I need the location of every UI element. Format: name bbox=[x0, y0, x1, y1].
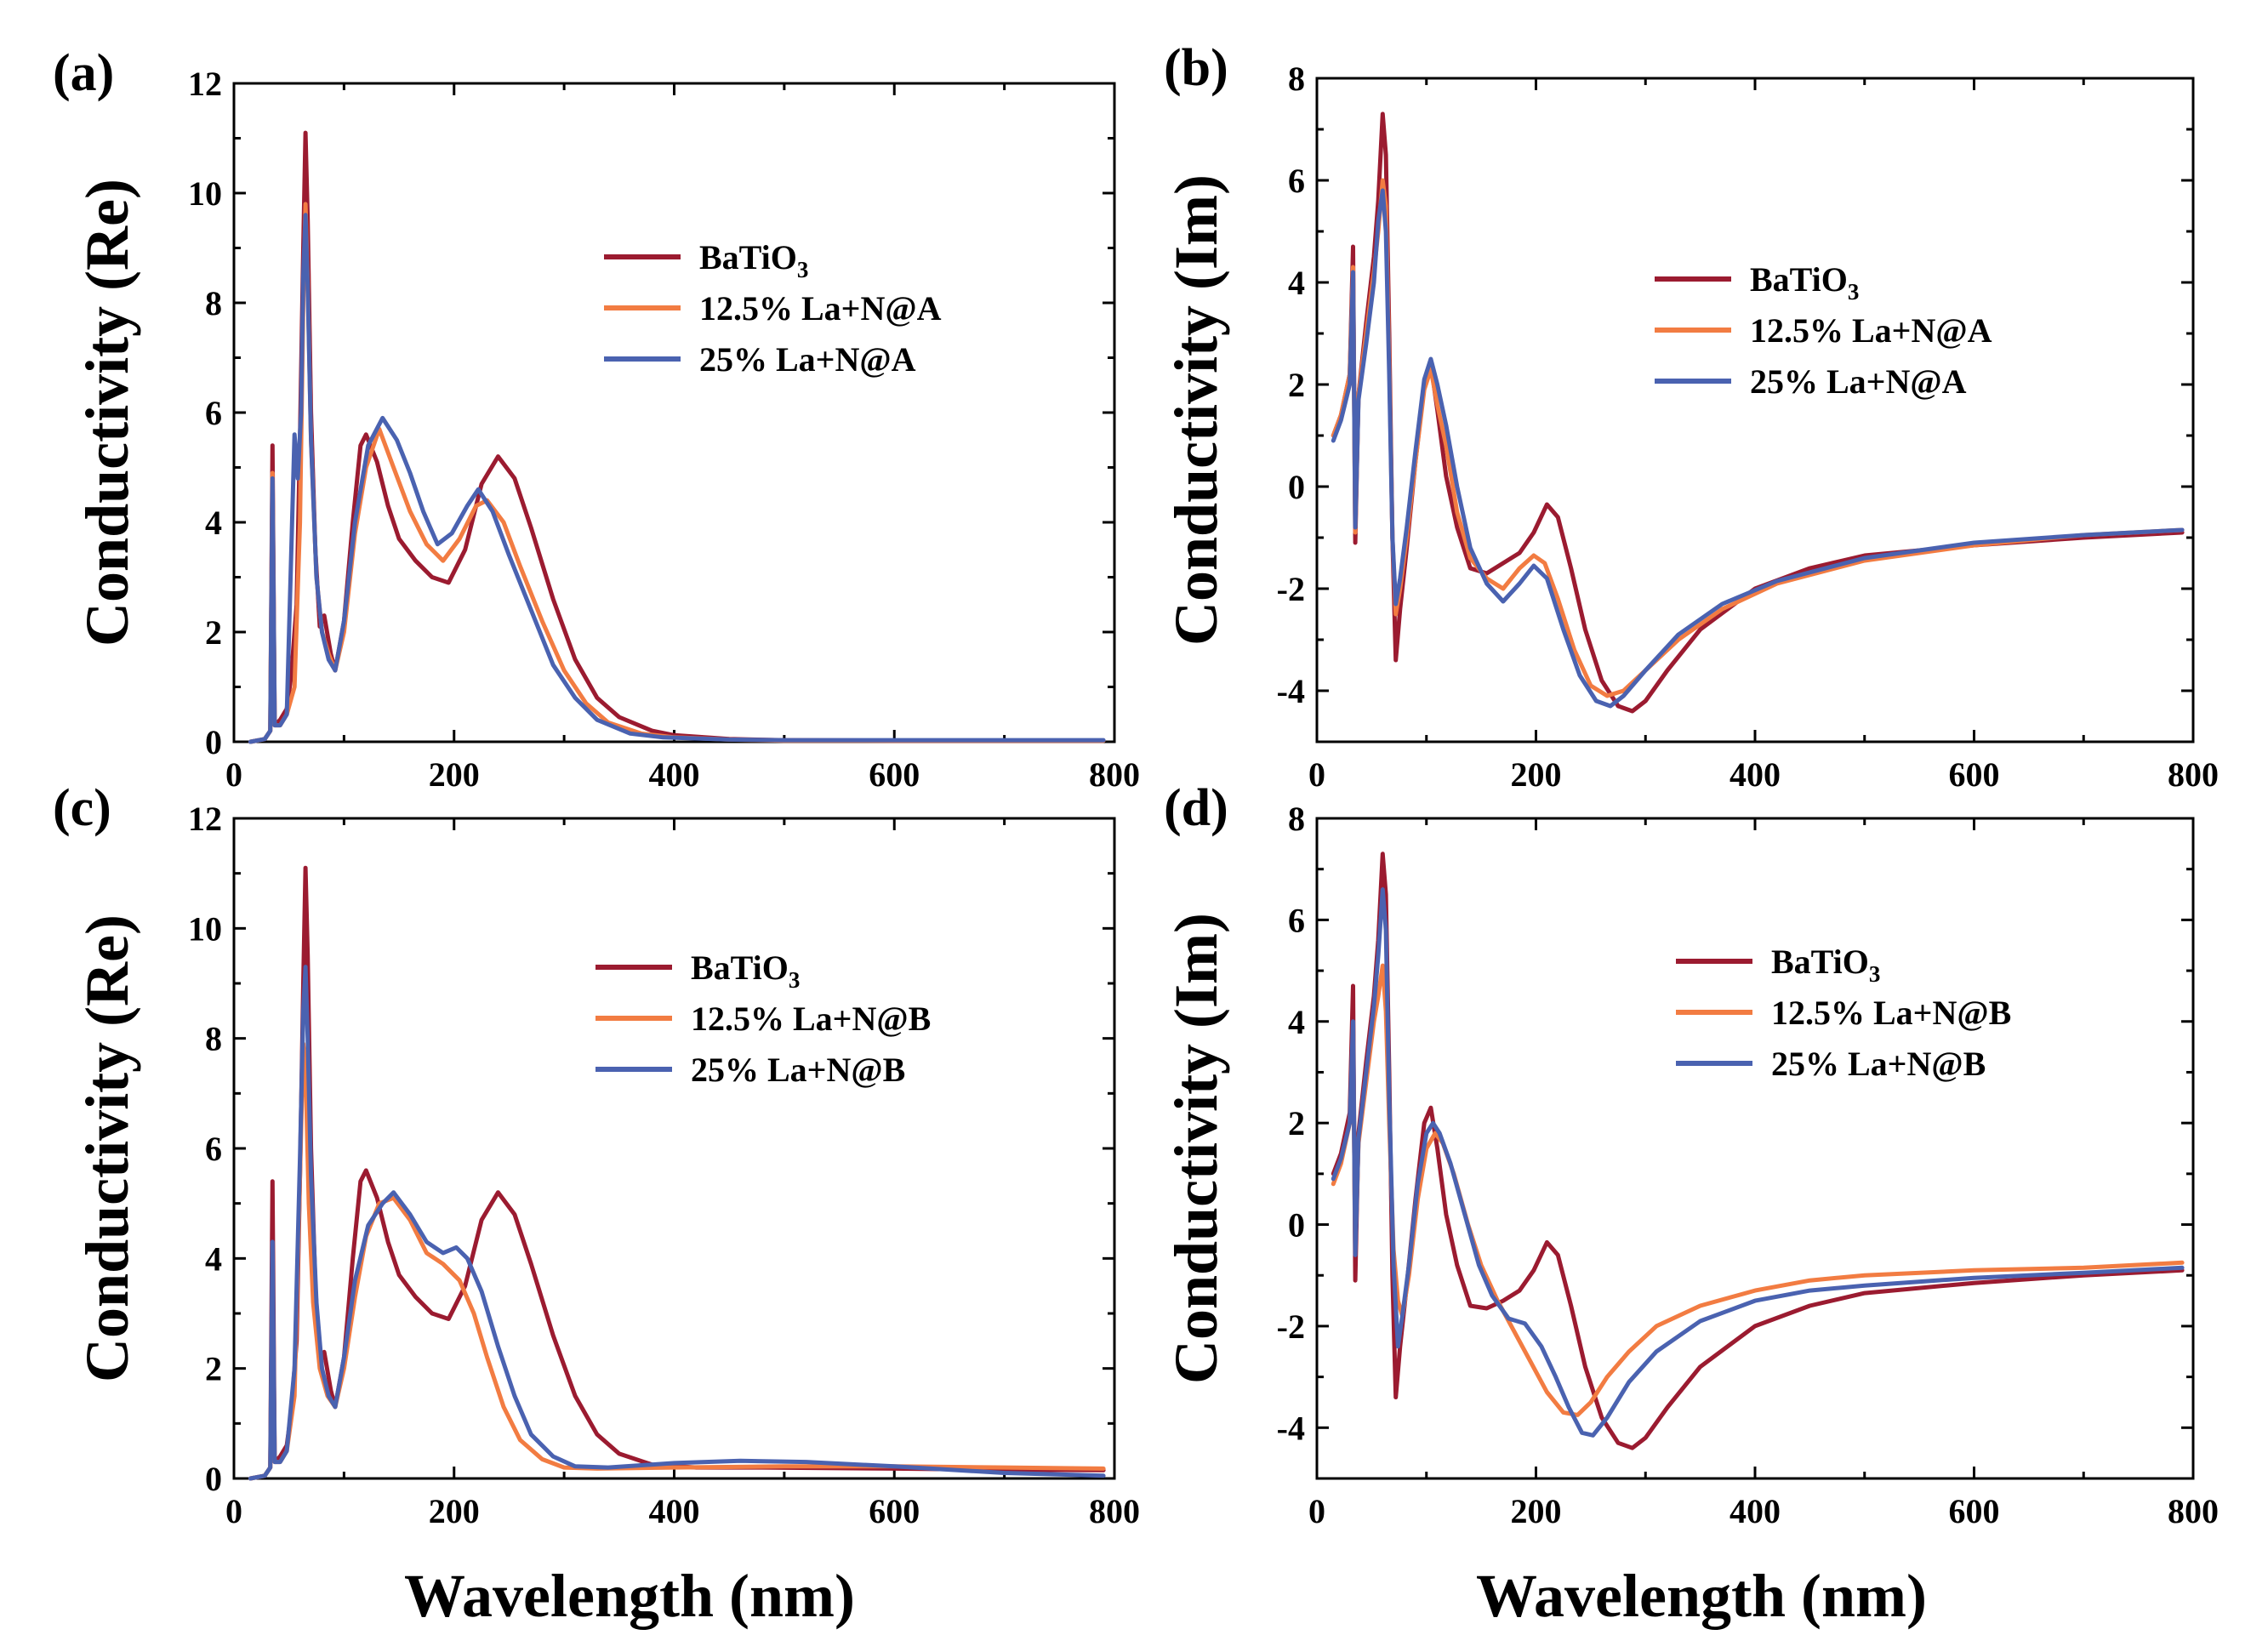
series-line bbox=[1331, 852, 2185, 1450]
y-tick-label: -2 bbox=[1277, 570, 1305, 608]
y-tick-label: 10 bbox=[188, 909, 222, 948]
y-tick-label: 0 bbox=[205, 1460, 222, 1498]
x-tick-label: 200 bbox=[1511, 755, 1562, 794]
plot-frame bbox=[232, 82, 1116, 743]
plot-frame bbox=[1315, 77, 2195, 743]
plot-frame bbox=[1315, 817, 2195, 1480]
y-tick-label: 4 bbox=[205, 504, 222, 542]
x-tick-label: 800 bbox=[2168, 755, 2219, 794]
y-tick-label: 6 bbox=[1288, 901, 1305, 939]
y-tick-label: 6 bbox=[1288, 162, 1305, 200]
y-tick-label: -4 bbox=[1277, 1409, 1305, 1447]
y-tick-label: 6 bbox=[205, 394, 222, 432]
legend-label: 12.5% La+N@A bbox=[699, 289, 942, 328]
x-tick-label: 400 bbox=[649, 1492, 700, 1530]
x-tick-label: 600 bbox=[1949, 1492, 2000, 1530]
legend: BaTiO3 12.5% La+N@A 25% La+N@A bbox=[604, 238, 942, 379]
y-tick-label: 8 bbox=[1288, 60, 1305, 98]
y-tick-label: 4 bbox=[1288, 1003, 1305, 1041]
y-tick-label: -2 bbox=[1277, 1307, 1305, 1346]
x-tick-label: 400 bbox=[1729, 1492, 1781, 1530]
x-tick-label: 0 bbox=[1308, 1492, 1325, 1530]
x-tick-label: 800 bbox=[2168, 1492, 2219, 1530]
y-axis-title: Conductivity (Im) bbox=[1162, 913, 1230, 1384]
panel-label: (c) bbox=[53, 779, 111, 837]
x-axis-title-right: Wavelength (nm) bbox=[1476, 1562, 1927, 1630]
legend: BaTiO3 12.5% La+N@A 25% La+N@A bbox=[1655, 260, 1992, 401]
legend-label: 25% La+N@A bbox=[699, 340, 916, 379]
x-tick-label: 600 bbox=[869, 1492, 920, 1530]
x-tick-label: 200 bbox=[429, 1492, 480, 1530]
y-tick-label: 10 bbox=[188, 174, 222, 213]
y-axis-title: Conductivity (Re) bbox=[73, 179, 141, 647]
legend-label: 25% La+N@A bbox=[1750, 362, 1967, 401]
y-tick-label: 4 bbox=[1288, 264, 1305, 302]
panel-a: 0 200 400 600 800 0 2 4 6 8 10 12 Conductivity (Re) (… bbox=[53, 44, 1140, 794]
legend: BaTiO3 12.5% La+N@B 25% La+N@B bbox=[595, 948, 931, 1089]
legend: BaTiO3 12.5% La+N@B 25% La+N@B bbox=[1676, 943, 2011, 1083]
panel-label: (b) bbox=[1164, 39, 1228, 97]
x-tick-label: 800 bbox=[1089, 1492, 1140, 1530]
legend-label: 25% La+N@B bbox=[691, 1051, 905, 1089]
y-tick-label: 2 bbox=[205, 1350, 222, 1388]
legend-label: BaTiO3 bbox=[699, 238, 808, 282]
x-tick-label: 200 bbox=[1511, 1492, 1562, 1530]
legend-label: BaTiO3 bbox=[1771, 943, 1880, 987]
series-line bbox=[248, 130, 1106, 744]
y-tick-label: -4 bbox=[1277, 672, 1305, 710]
panel-label: (a) bbox=[53, 44, 114, 102]
x-tick-label: 800 bbox=[1089, 755, 1140, 794]
y-tick-label: 6 bbox=[205, 1130, 222, 1168]
legend-label: BaTiO3 bbox=[691, 948, 800, 993]
y-tick-label: 0 bbox=[1288, 1206, 1305, 1245]
series-line bbox=[1331, 887, 2185, 1438]
y-tick-label: 8 bbox=[1288, 800, 1305, 838]
x-tick-label: 400 bbox=[1729, 755, 1781, 794]
panel-c: 0 200 400 600 800 0 2 4 6 8 10 12 Conductivity (Re) (… bbox=[53, 779, 1140, 1530]
y-tick-label: 0 bbox=[205, 723, 222, 761]
y-axis-title: Conductivity (Re) bbox=[73, 914, 141, 1382]
x-tick-label: 400 bbox=[649, 755, 700, 794]
y-tick-label: 8 bbox=[205, 1020, 222, 1058]
y-tick-label: 4 bbox=[205, 1239, 222, 1278]
series-line bbox=[248, 865, 1106, 1481]
x-tick-label: 0 bbox=[1308, 755, 1325, 794]
x-tick-label: 200 bbox=[429, 755, 480, 794]
series-line bbox=[248, 965, 1106, 1481]
series-line bbox=[1331, 188, 2185, 709]
y-tick-label: 12 bbox=[188, 65, 222, 103]
x-axis-title-left: Wavelength (nm) bbox=[404, 1562, 855, 1630]
legend-label: BaTiO3 bbox=[1750, 260, 1859, 305]
y-tick-label: 2 bbox=[1288, 366, 1305, 404]
panel-label: (d) bbox=[1164, 779, 1228, 837]
x-tick-label: 0 bbox=[225, 1492, 242, 1530]
legend-label: 12.5% La+N@B bbox=[1771, 994, 2011, 1032]
legend-label: 12.5% La+N@A bbox=[1750, 311, 1992, 350]
series-line bbox=[1331, 111, 2185, 714]
y-axis-title: Conductivity (Im) bbox=[1162, 174, 1230, 646]
x-tick-label: 600 bbox=[869, 755, 920, 794]
series-line bbox=[248, 213, 1106, 744]
series-line bbox=[248, 1041, 1106, 1481]
y-tick-label: 0 bbox=[1288, 468, 1305, 506]
plot-frame bbox=[232, 817, 1116, 1480]
panel-d: 0 200 400 600 800 -4 -2 0 2 4 6 8 Conductivity (Im) (… bbox=[1162, 779, 2219, 1530]
y-tick-label: 2 bbox=[1288, 1104, 1305, 1142]
x-tick-label: 600 bbox=[1949, 755, 2000, 794]
x-tick-label: 0 bbox=[225, 755, 242, 794]
legend-label: 12.5% La+N@B bbox=[691, 1000, 931, 1038]
y-tick-label: 2 bbox=[205, 613, 222, 652]
legend-label: 25% La+N@B bbox=[1771, 1045, 1986, 1083]
series-line bbox=[1331, 178, 2185, 698]
panel-b: 0 200 400 600 800 -4 -2 0 2 4 6 8 Conductivity (Im) (… bbox=[1162, 39, 2219, 794]
series-line bbox=[1331, 963, 2185, 1417]
y-tick-label: 12 bbox=[188, 800, 222, 838]
y-tick-label: 8 bbox=[205, 284, 222, 322]
